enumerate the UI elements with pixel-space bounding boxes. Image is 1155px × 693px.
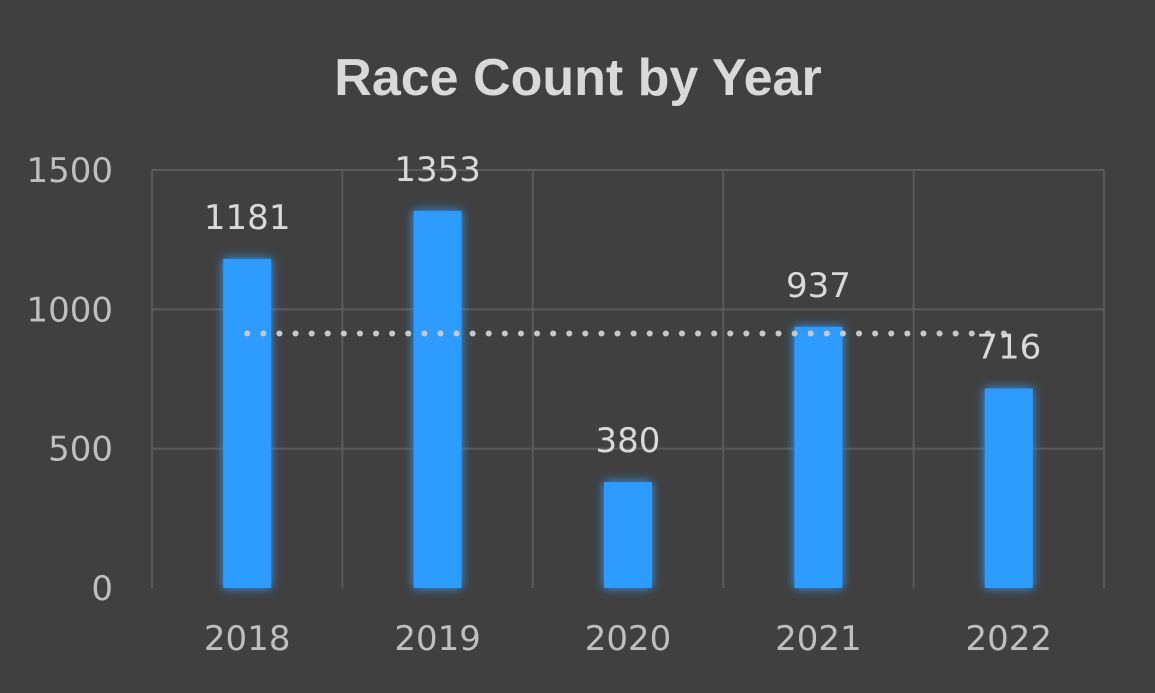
x-tick-label: 2019 xyxy=(394,619,481,659)
data-label: 937 xyxy=(786,266,851,306)
data-label: 380 xyxy=(596,421,661,461)
grid xyxy=(151,169,1105,588)
x-tick-label: 2020 xyxy=(585,619,672,659)
chart-title: Race Count by Year xyxy=(334,49,821,107)
data-label: 1181 xyxy=(204,198,291,238)
data-label: 716 xyxy=(976,327,1041,367)
x-tick-label: 2018 xyxy=(204,619,291,659)
data-labels: 1181 1353 380 937 716 xyxy=(204,150,1041,461)
bars xyxy=(223,210,1033,589)
y-tick-label: 500 xyxy=(48,430,113,470)
x-tick-label: 2021 xyxy=(775,619,862,659)
y-tick-label: 1500 xyxy=(26,151,113,191)
x-axis: 2018 2019 2020 2021 2022 xyxy=(204,619,1052,659)
bar-2019 xyxy=(413,210,462,589)
bar-2022 xyxy=(984,388,1033,588)
bar-2020 xyxy=(604,482,652,588)
y-tick-label: 0 xyxy=(91,569,113,609)
y-axis: 0 500 1000 1500 xyxy=(26,151,113,609)
bar-2018 xyxy=(223,258,272,588)
x-tick-label: 2022 xyxy=(966,619,1053,659)
bar-2021 xyxy=(794,326,843,588)
y-tick-label: 1000 xyxy=(26,290,113,330)
data-label: 1353 xyxy=(394,150,481,190)
